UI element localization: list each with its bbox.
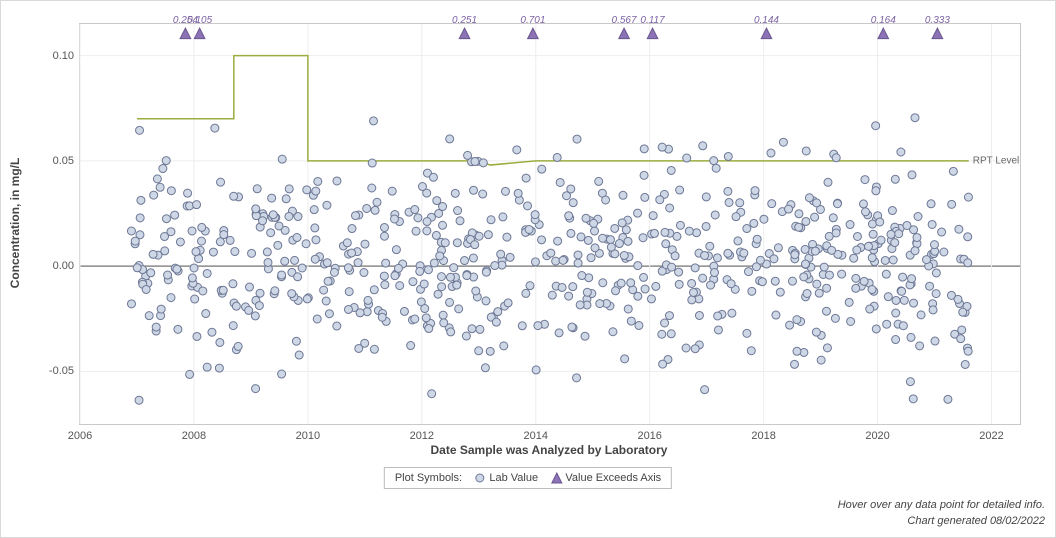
y-tick: 0.00 <box>53 260 74 272</box>
exceed-marker[interactable] <box>647 28 658 39</box>
exceed-value-label: 0.333 <box>925 15 950 26</box>
exceed-marker[interactable] <box>619 28 630 39</box>
legend-lab-icon <box>474 472 486 484</box>
exceed-marker[interactable] <box>932 28 943 39</box>
x-tick: 2010 <box>296 430 320 442</box>
x-tick: 2018 <box>751 430 775 442</box>
exceed-value-label: 0.105 <box>187 15 212 26</box>
footnote-generated: Chart generated 08/02/2022 <box>907 515 1045 527</box>
x-tick: 2014 <box>524 430 548 442</box>
exceed-marker[interactable] <box>878 28 889 39</box>
exceed-marker[interactable] <box>194 28 205 39</box>
plot-area: RPT Level -0.050.000.050.102006200820102… <box>79 23 1021 425</box>
x-tick: 2022 <box>979 430 1003 442</box>
exceed-marker[interactable] <box>459 28 470 39</box>
x-tick: 2016 <box>637 430 661 442</box>
y-tick: 0.05 <box>53 155 74 167</box>
legend-lab-label: Lab Value <box>489 472 538 484</box>
legend-title: Plot Symbols: <box>395 472 462 484</box>
x-tick: 2020 <box>865 430 889 442</box>
y-tick: -0.05 <box>49 365 74 377</box>
legend-exceed-label: Value Exceeds Axis <box>565 472 661 484</box>
exceed-value-label: 0.117 <box>640 15 664 26</box>
x-axis-label: Date Sample was Analyzed by Laboratory <box>79 443 1019 457</box>
x-tick: 2008 <box>182 430 206 442</box>
x-tick: 2006 <box>68 430 92 442</box>
exceed-value-label: 0.144 <box>754 15 779 26</box>
exceed-value-label: 0.251 <box>452 15 477 26</box>
rpt-level-label: RPT Level <box>973 155 1020 166</box>
legend: Plot Symbols: Lab Value Value Exceeds Ax… <box>384 467 672 489</box>
exceed-value-label: 0.567 <box>612 15 637 26</box>
exceed-marker[interactable] <box>180 28 191 39</box>
exceed-marker[interactable] <box>761 28 772 39</box>
exceed-value-label: 0.164 <box>871 15 896 26</box>
legend-exceed-icon <box>550 472 562 484</box>
exceed-markers-layer <box>80 24 1020 424</box>
footnote-hover: Hover over any data point for detailed i… <box>838 499 1045 511</box>
y-axis-label: Concentration, in mg/L <box>8 158 22 289</box>
y-tick: 0.10 <box>53 50 74 62</box>
x-tick: 2012 <box>410 430 434 442</box>
chart-container: Concentration, in mg/L RPT Level -0.050.… <box>0 0 1056 538</box>
exceed-value-label: 0.701 <box>520 15 545 26</box>
exceed-marker[interactable] <box>528 28 539 39</box>
